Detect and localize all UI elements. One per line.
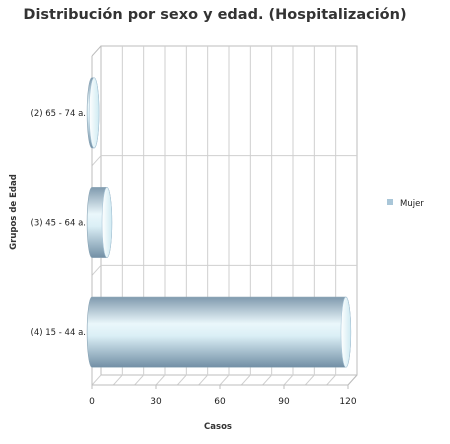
bar	[86, 296, 352, 368]
floor-grid-line	[304, 374, 315, 386]
bar-cap	[340, 296, 352, 368]
legend: Mujer	[387, 199, 424, 209]
floor-grid-line	[326, 374, 337, 386]
x-tick-label: 120	[339, 397, 356, 407]
category-label: (2) 65 - 74 a.	[31, 109, 86, 119]
left-wall-top-edge	[91, 45, 102, 57]
floor-grid-line	[240, 374, 251, 386]
y-axis-title: Grupos de Edad	[9, 174, 19, 250]
legend-label-mujer: Mujer	[400, 199, 424, 209]
legend-swatch-mujer	[387, 199, 393, 205]
floor-grid-line	[176, 374, 187, 386]
floor-grid-line	[262, 374, 273, 386]
floor-right-edge	[347, 374, 358, 386]
floor-grid-line	[91, 374, 102, 386]
x-tick-label: 90	[278, 397, 290, 407]
x-axis-title: Casos	[204, 422, 232, 432]
category-label: (3) 45 - 64 a.	[31, 219, 86, 229]
floor-grid-line	[219, 374, 230, 386]
left-wall-grid-line	[91, 264, 102, 276]
chart-title: Distribución por sexo y edad. (Hospitali…	[23, 7, 406, 23]
x-tick-label: 0	[89, 397, 95, 407]
x-tick-label: 30	[150, 397, 162, 407]
bar-cap	[101, 187, 113, 258]
floor-grid-line	[155, 374, 166, 386]
category-label: (4) 15 - 44 a.	[31, 328, 86, 338]
floor-grid-line	[134, 374, 145, 386]
floor-grid-line	[198, 374, 209, 386]
x-tick-label: 60	[214, 397, 226, 407]
left-wall-grid-line	[91, 155, 102, 167]
floor-grid-line	[112, 374, 123, 386]
floor-grid-line	[283, 374, 294, 386]
bar-cap	[88, 77, 100, 149]
plot-area: 0 30 60 90 120 (2) 65 - 74 a. (3) 45 - 64 a. (4…	[31, 45, 358, 407]
